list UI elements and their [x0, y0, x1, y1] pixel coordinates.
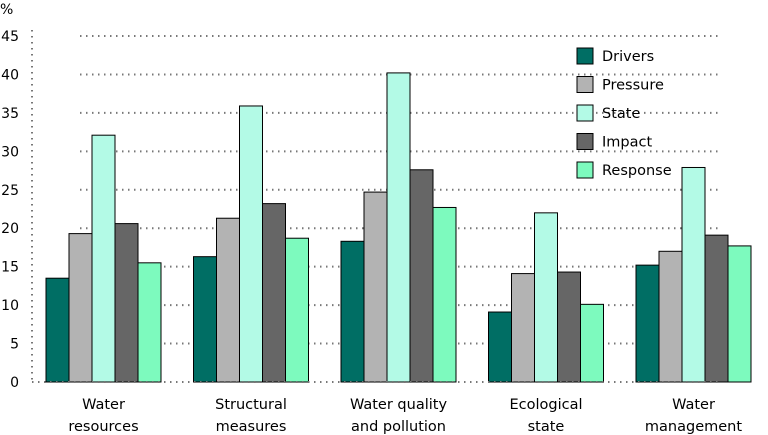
- bar-pressure: [68, 233, 93, 383]
- x-category-label: resources: [68, 419, 138, 435]
- y-axis: 0 5 10 15 20 25 30 35 40 45: [1, 29, 33, 391]
- legend-swatch-drivers: [576, 47, 594, 65]
- x-category-label: Water quality: [350, 397, 447, 413]
- y-tick-label: 10: [1, 298, 19, 314]
- legend-swatch-state: [576, 104, 594, 122]
- bar-pressure: [216, 217, 240, 383]
- bar-impact: [557, 271, 581, 383]
- bar-impact: [262, 203, 286, 383]
- bar-impact: [409, 169, 434, 383]
- bar-impact: [704, 234, 729, 383]
- x-category-label: measures: [216, 419, 287, 435]
- y-tick-label: 35: [1, 106, 19, 122]
- bar-drivers: [193, 256, 217, 383]
- legend-label-state: State: [602, 106, 640, 122]
- bar-state: [91, 134, 116, 383]
- bar-pressure: [363, 191, 388, 383]
- y-tick-label: 25: [1, 183, 19, 199]
- legend-swatch-pressure: [576, 76, 594, 93]
- bar-response: [285, 237, 309, 383]
- x-category-label: Structural: [215, 397, 287, 413]
- bar-state: [681, 166, 706, 383]
- x-category-label: state: [528, 419, 565, 435]
- bar-drivers: [488, 311, 512, 383]
- x-category-label: and pollution: [351, 419, 446, 435]
- y-tick-label: 40: [1, 67, 19, 83]
- bar-response: [432, 206, 457, 383]
- bar-state: [386, 72, 411, 383]
- x-category-label: Water: [672, 397, 715, 413]
- y-tick-label: 20: [1, 221, 19, 237]
- bar-drivers: [45, 277, 70, 383]
- y-tick-label: 15: [1, 260, 19, 276]
- legend-label-pressure: Pressure: [602, 78, 664, 94]
- bar-response: [580, 303, 604, 383]
- bars: [45, 72, 752, 383]
- y-tick-label: 45: [1, 29, 19, 45]
- legend-label-impact: Impact: [602, 135, 652, 151]
- bar-response: [727, 245, 752, 383]
- bar-impact: [114, 223, 139, 383]
- legend-label-drivers: Drivers: [602, 49, 654, 65]
- y-tick-label: 0: [10, 375, 19, 391]
- y-axis-label: %: [0, 2, 13, 18]
- x-axis-categories: Water resources Structural measures Water qu…: [68, 397, 742, 435]
- x-category-label: Ecological: [509, 397, 582, 413]
- bar-response: [137, 262, 162, 383]
- legend-swatch-impact: [576, 133, 594, 150]
- y-tick-label: 5: [10, 337, 19, 353]
- bar-state: [534, 212, 558, 383]
- bar-pressure: [511, 273, 535, 383]
- bar-pressure: [658, 250, 683, 383]
- y-tick-label: 30: [1, 144, 19, 160]
- x-category-label: management: [645, 419, 742, 435]
- legend-label-response: Response: [602, 163, 672, 179]
- legend: Drivers Pressure State Impact Response: [576, 47, 672, 179]
- x-category-label: Water: [82, 397, 125, 413]
- bar-drivers: [635, 264, 660, 383]
- bar-state: [239, 105, 263, 383]
- bar-drivers: [340, 240, 365, 383]
- legend-swatch-response: [576, 161, 594, 179]
